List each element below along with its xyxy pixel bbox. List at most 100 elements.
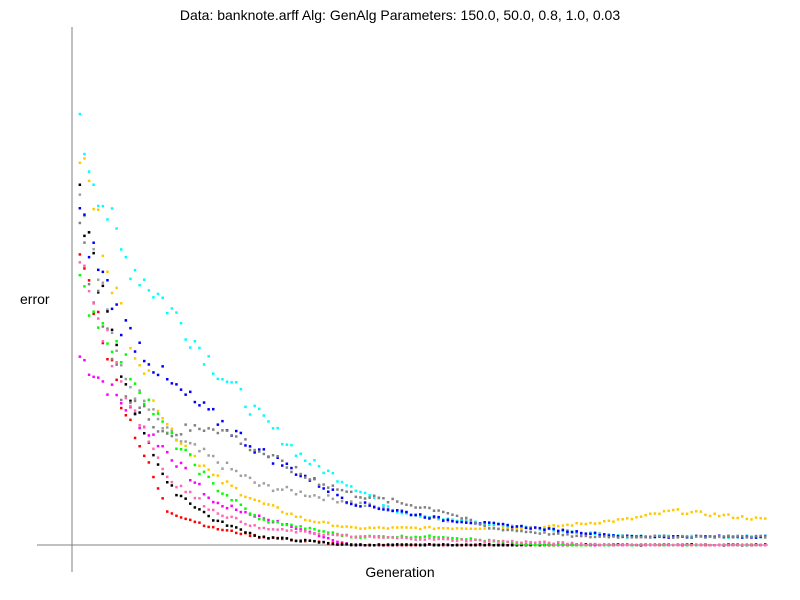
data-point: [152, 296, 155, 299]
data-point: [570, 535, 574, 538]
data-point: [281, 464, 284, 467]
data-point: [138, 445, 141, 448]
data-point: [575, 543, 578, 546]
data-point: [331, 539, 335, 542]
data-point: [166, 475, 169, 479]
data-point: [386, 501, 390, 504]
data-point: [419, 544, 422, 547]
data-point: [649, 544, 652, 547]
data-point: [368, 544, 371, 547]
data-point: [455, 544, 459, 547]
data-point: [271, 462, 275, 465]
data-point: [382, 536, 385, 539]
data-point: [179, 461, 183, 465]
data-point: [354, 544, 358, 547]
data-point: [515, 542, 519, 546]
data-point: [83, 241, 86, 244]
data-point: [124, 319, 128, 322]
data-point: [267, 528, 270, 531]
data-point: [432, 538, 436, 541]
data-point: [304, 494, 307, 497]
data-point: [557, 541, 560, 544]
data-point: [547, 524, 551, 528]
data-point: [400, 511, 404, 515]
data-point: [83, 285, 86, 288]
data-point: [225, 429, 229, 432]
data-point: [423, 544, 427, 547]
data-point: [428, 517, 431, 520]
data-point: [354, 504, 358, 507]
data-point: [120, 361, 123, 364]
data-point: [350, 500, 353, 503]
data-point: [386, 505, 390, 508]
data-point: [607, 536, 611, 539]
data-point: [166, 422, 169, 426]
data-point: [699, 544, 703, 547]
data-point: [202, 401, 206, 404]
data-point: [267, 518, 270, 522]
data-point: [451, 513, 454, 516]
data-point: [152, 433, 155, 436]
data-point: [607, 533, 611, 536]
data-point: [584, 534, 588, 538]
data-point: [83, 264, 86, 267]
data-point: [327, 490, 330, 493]
data-point: [460, 543, 463, 547]
data-point: [492, 544, 496, 547]
data-point: [354, 489, 358, 493]
data-point: [124, 396, 128, 400]
data-point: [478, 527, 482, 530]
data-point: [373, 496, 376, 500]
data-point: [451, 527, 454, 531]
data-point: [501, 539, 505, 543]
data-point: [322, 540, 325, 544]
data-point: [189, 390, 192, 394]
data-point: [575, 530, 578, 533]
data-point: [497, 540, 500, 543]
data-point: [681, 543, 684, 546]
data-point: [695, 535, 698, 538]
data-point: [552, 542, 555, 546]
data-point: [179, 494, 183, 498]
data-point: [83, 267, 86, 270]
data-point: [166, 510, 169, 513]
data-point: [396, 511, 399, 514]
data-point: [727, 544, 730, 547]
data-point: [189, 441, 192, 445]
data-point: [704, 513, 707, 517]
data-point: [455, 537, 459, 540]
data-point: [230, 529, 233, 532]
data-point: [262, 518, 266, 521]
data-point: [377, 496, 381, 499]
data-point: [483, 524, 486, 527]
data-point: [363, 527, 367, 530]
data-point: [225, 516, 229, 519]
data-point: [488, 540, 491, 543]
data-point: [759, 516, 762, 520]
data-point: [138, 341, 141, 344]
data-point: [161, 420, 164, 423]
data-point: [313, 520, 316, 524]
data-point: [202, 447, 206, 451]
data-point: [221, 505, 224, 508]
data-point: [469, 521, 473, 525]
data-point: [115, 340, 118, 343]
data-point: [101, 284, 105, 288]
data-point: [575, 534, 578, 538]
data-point: [248, 476, 252, 480]
data-point: [161, 467, 164, 471]
data-point: [313, 477, 316, 481]
data-point: [437, 509, 440, 512]
data-point: [442, 536, 445, 539]
data-point: [391, 543, 394, 547]
data-point: [304, 476, 307, 479]
data-point: [570, 544, 574, 547]
data-point: [616, 536, 620, 539]
data-point: [143, 426, 146, 429]
data-point: [690, 544, 693, 547]
data-point: [133, 268, 137, 272]
data-point: [713, 512, 716, 515]
data-point: [377, 507, 381, 511]
data-point: [653, 512, 657, 515]
data-point: [317, 483, 321, 487]
